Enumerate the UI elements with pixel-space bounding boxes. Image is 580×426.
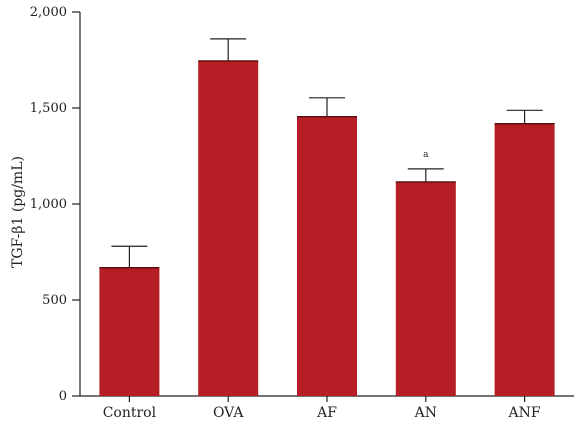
x-tick-label: ANF: [508, 405, 541, 421]
y-tick-label: 2,000: [30, 5, 67, 20]
y-tick-label: 1,000: [30, 197, 67, 212]
bar: [198, 60, 259, 397]
x-axis: Control OVA AF AN ANF: [80, 395, 574, 421]
x-tick-label: AN: [414, 405, 437, 421]
y-tick-label: 1,500: [30, 101, 67, 116]
y-axis-title: TGF-β1 (pg/mL): [10, 156, 26, 268]
y-axis: 0 500 1,000 1,500 2,000: [30, 5, 81, 404]
bar: [297, 116, 357, 396]
error-bars: [111, 38, 543, 268]
significance-marker: a: [423, 150, 429, 160]
bar: [99, 267, 160, 396]
x-tick-label: OVA: [213, 405, 244, 421]
x-tick-label: AF: [316, 405, 337, 421]
y-tick-label: 0: [59, 389, 67, 404]
bar: [395, 181, 456, 396]
y-tick-label: 500: [42, 293, 67, 308]
x-tick-label: Control: [103, 405, 157, 421]
annotations: a: [423, 150, 429, 160]
bar: [494, 123, 555, 396]
bars: [99, 60, 555, 397]
